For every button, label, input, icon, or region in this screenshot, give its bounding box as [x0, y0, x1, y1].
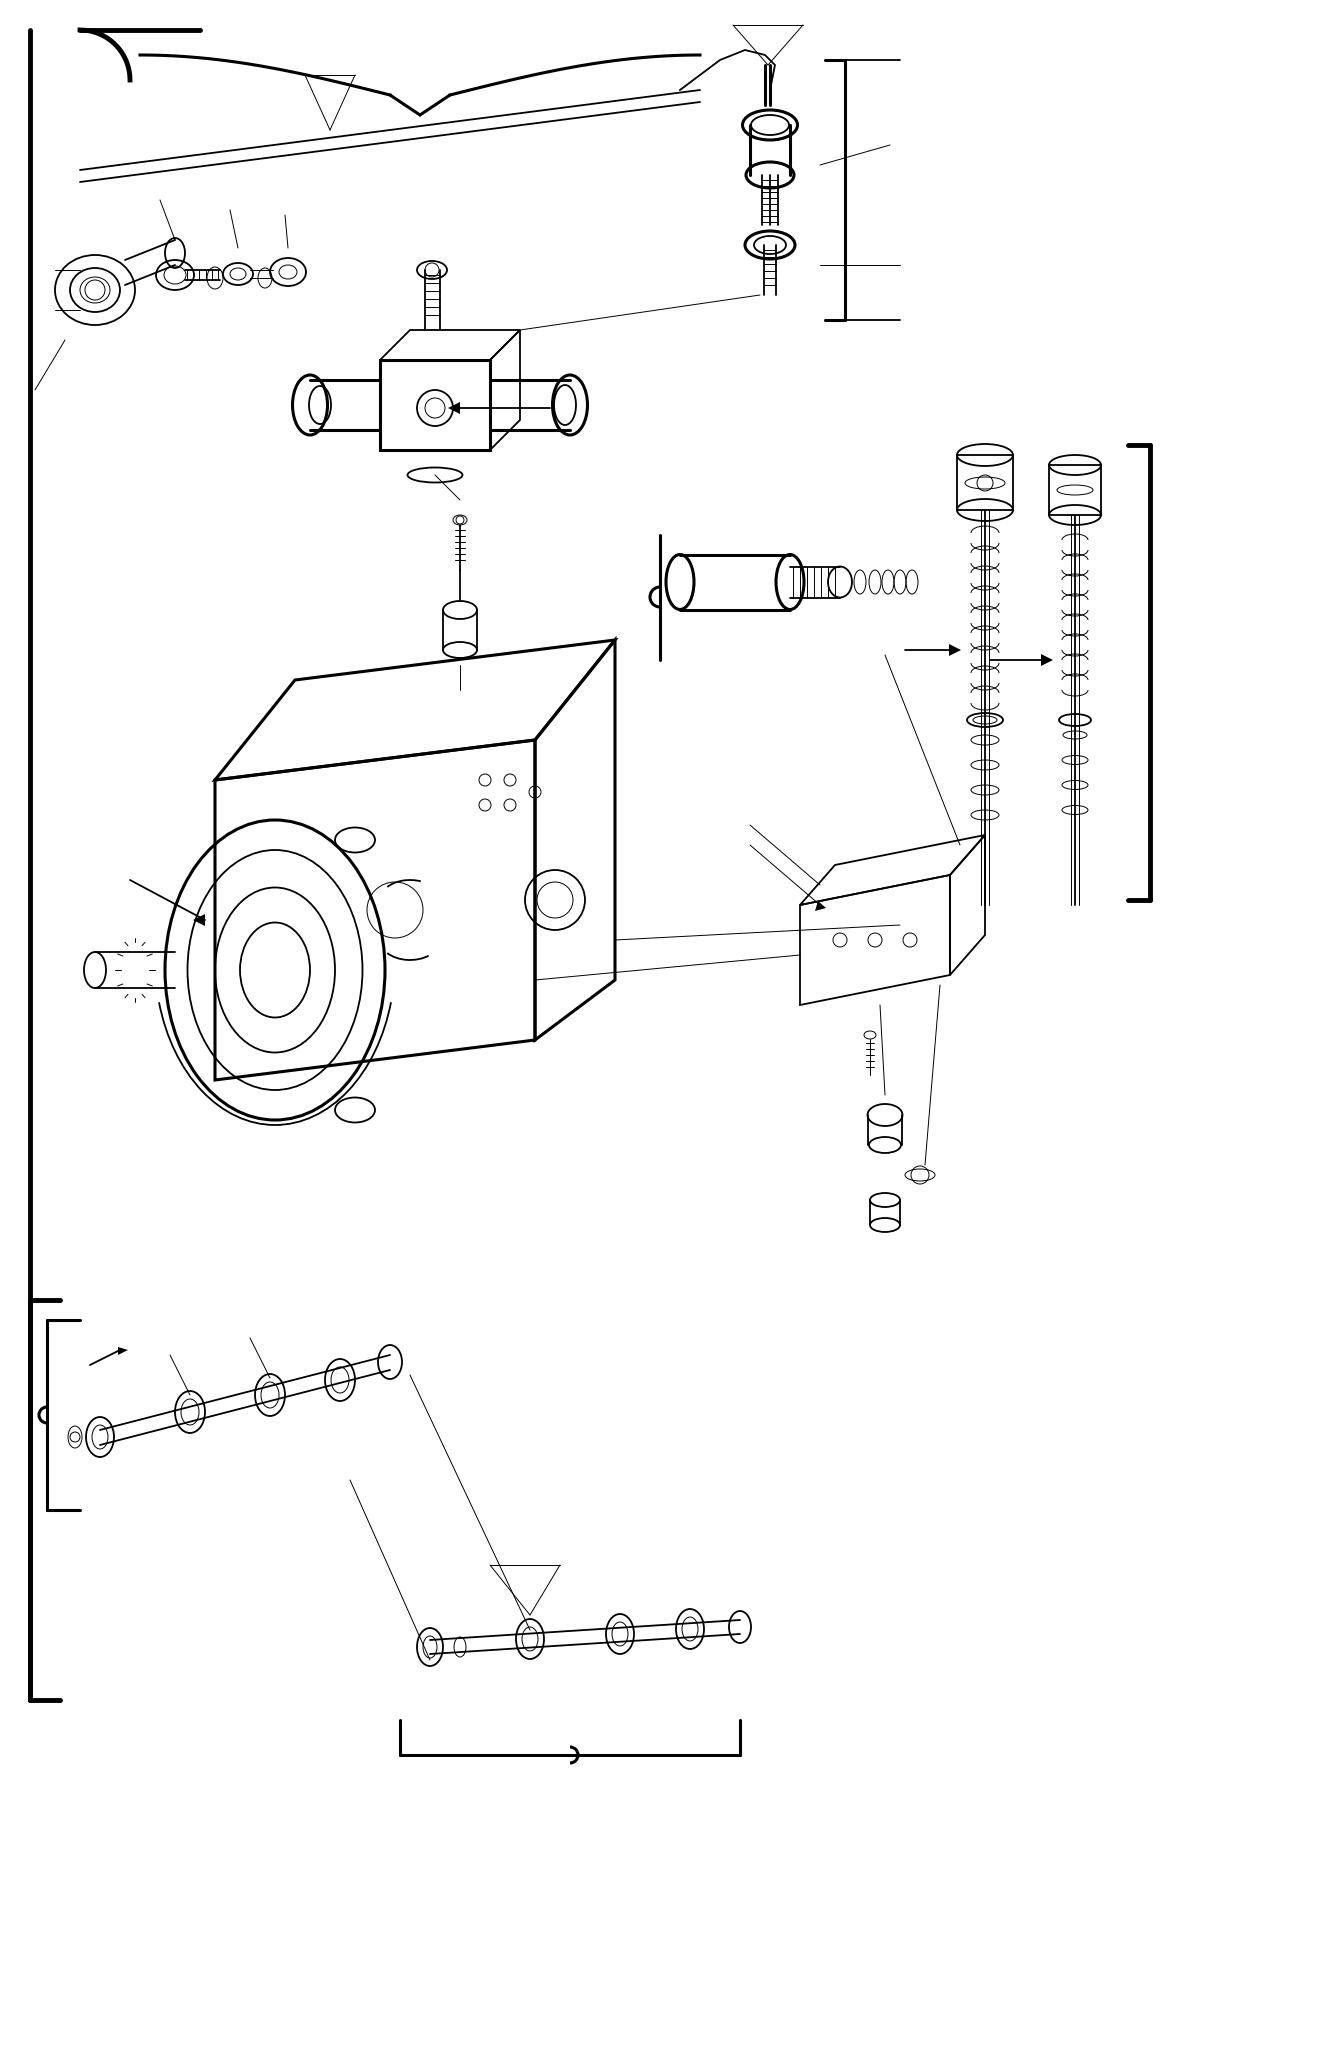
Polygon shape: [193, 913, 205, 926]
Ellipse shape: [958, 444, 1013, 467]
Polygon shape: [1041, 653, 1053, 666]
Polygon shape: [950, 643, 962, 655]
Polygon shape: [449, 401, 461, 414]
Ellipse shape: [1049, 455, 1101, 475]
Polygon shape: [815, 901, 826, 911]
Polygon shape: [118, 1348, 128, 1356]
